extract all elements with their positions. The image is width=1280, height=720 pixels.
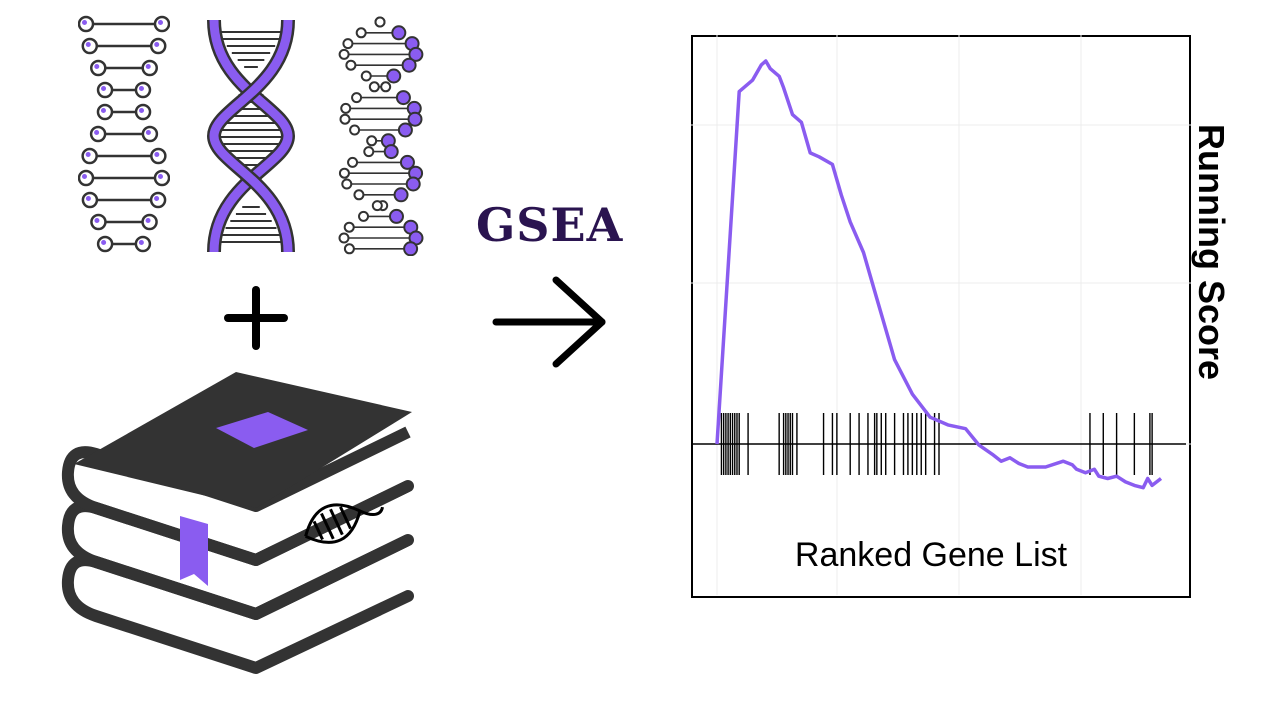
dna-node-dot [154, 152, 160, 157]
bead-node [341, 178, 353, 190]
dna-ladder-icon [78, 15, 170, 253]
bead-node [366, 135, 378, 147]
bead-node [363, 146, 375, 158]
dna-node-dot [138, 86, 144, 91]
bead-node [368, 81, 380, 93]
dna-node-dot [145, 130, 151, 135]
bead-node [360, 70, 372, 82]
dna-node-dot [145, 218, 151, 223]
dna-node-dot [145, 64, 151, 69]
dna-node-dot [157, 174, 163, 179]
bead-node [349, 124, 361, 136]
y-axis-label: Running Score [1191, 123, 1232, 380]
method-title: GSEA [476, 198, 624, 252]
books-stack-icon [61, 372, 414, 674]
bead-node [342, 38, 354, 50]
bead-node [345, 59, 357, 71]
bead-node [388, 208, 404, 224]
dna-node-dot [94, 218, 100, 223]
bead-node [338, 48, 350, 60]
dna-node-dot [85, 152, 91, 157]
dna-node-dot [158, 20, 163, 25]
bead-node [355, 27, 367, 39]
bead-node [408, 46, 424, 62]
bead-node [343, 243, 355, 255]
bead-node [405, 176, 421, 192]
dna-node-dot [85, 196, 91, 201]
dna-node-dot [154, 42, 160, 47]
bead-node [401, 57, 417, 73]
dna-node-dot [100, 108, 106, 113]
bead-node [380, 81, 392, 93]
dna-node-dot [82, 174, 88, 179]
running-score-line [715, 59, 1163, 490]
bead-node [353, 189, 365, 201]
dna-node-dot [138, 240, 144, 245]
dna-beaded-icon [338, 16, 424, 256]
arrow-right-icon [492, 276, 606, 368]
bead-node [391, 25, 407, 41]
dna-node-dot [139, 108, 145, 113]
bead-node [374, 16, 386, 28]
bead-node [371, 200, 383, 212]
x-axis-label: Ranked Gene List [794, 536, 1068, 574]
bead-node [340, 102, 352, 114]
bead-node [397, 122, 413, 138]
dna-node-dot [154, 196, 160, 201]
dna-node-dot [82, 20, 87, 25]
bead-node [399, 154, 415, 170]
bead-node [351, 92, 363, 104]
bead-node [338, 232, 350, 244]
plus-icon [224, 286, 288, 350]
bead-node [343, 221, 355, 233]
enrichment-plot [691, 35, 1191, 595]
dna-node-dot [85, 42, 91, 47]
enrichment-plot-frame [691, 35, 1191, 598]
dna-node-dot [94, 64, 100, 69]
bead-node [383, 144, 399, 160]
dna-node-dot [94, 130, 100, 135]
bead-node [407, 111, 423, 127]
bead-node [338, 167, 350, 179]
bead-node [358, 210, 370, 222]
dna-helix-icon [206, 19, 296, 253]
bead-node [403, 241, 419, 256]
bead-node [393, 187, 409, 203]
dna-node-dot [101, 240, 107, 245]
bead-node [395, 90, 411, 106]
bead-node [339, 113, 351, 125]
bead-node [386, 68, 402, 84]
bead-node [347, 156, 359, 168]
dna-node-dot [101, 86, 107, 91]
